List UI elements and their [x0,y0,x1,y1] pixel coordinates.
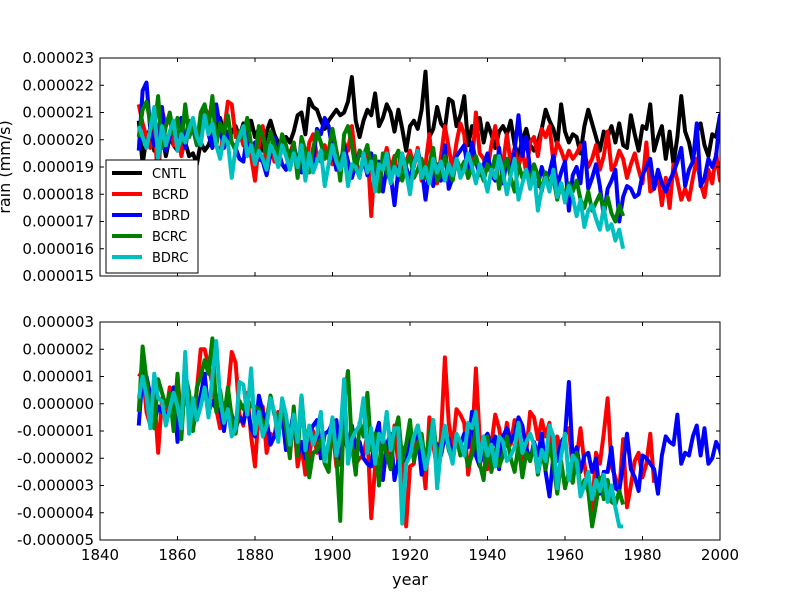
y-tick-label: -0.000001 [17,422,94,440]
y-axis-label: rain (mm/s) [0,120,14,213]
y-tick-label: 0.000020 [22,131,94,149]
y-tick-label: 0.000002 [22,340,94,358]
y-tick-label: 0.000016 [22,240,94,258]
x-tick-label: 1840 [81,546,119,564]
series-line-bdrc [136,339,624,529]
y-tick-label: -0.000002 [17,449,94,467]
panel-top: 0.000015 0.000016 0.000017 0.000018 0.000019… [0,49,721,285]
x-tick-label: 1880 [236,546,274,564]
legend: CNTL BCRD BDRD BCRC BDRC [105,159,199,274]
y-tick-label: 0.000015 [22,267,94,285]
y-tick-label: 0.000003 [22,313,94,331]
y-tick-label: 0.000022 [22,76,94,94]
y-tick-label: 0.000018 [22,185,94,203]
series-group [136,336,720,529]
x-tick-label: 1920 [391,546,429,564]
y-tick-label: -0.000005 [17,531,94,549]
y-tick-label: 0.000017 [22,213,94,231]
legend-label-bdrc: BDRC [152,251,188,266]
series-line-bcrc [136,94,626,224]
series-line-bdrc [136,105,626,250]
y-tick-label: -0.000003 [17,477,94,495]
panel-bottom: 1840 1860 1880 1900 1920 1940 1960 1980 2000 0.00… [17,313,739,589]
x-tick-label: 1980 [623,546,661,564]
legend-label-bdrd: BDRD [152,209,190,224]
y-tick-label: 0.000000 [22,395,94,413]
y-tick-label: -0.000004 [17,504,94,522]
x-tick-label: 1960 [546,546,584,564]
legend-label-bcrd: BCRD [152,188,189,203]
x-tick-label: 1860 [158,546,196,564]
x-tick-label: 1900 [313,546,351,564]
x-axis-label: year [392,570,428,589]
y-tick-label: 0.000019 [22,158,94,176]
y-tick-label: 0.000023 [22,49,94,67]
series-group [136,69,720,250]
legend-label-cntl: CNTL [152,167,187,182]
y-tick-label: 0.000001 [22,368,94,386]
x-tick-label: 2000 [701,546,739,564]
y-tick-label: 0.000021 [22,104,94,122]
x-tick-label: 1940 [468,546,506,564]
legend-label-bcrc: BCRC [152,230,187,245]
